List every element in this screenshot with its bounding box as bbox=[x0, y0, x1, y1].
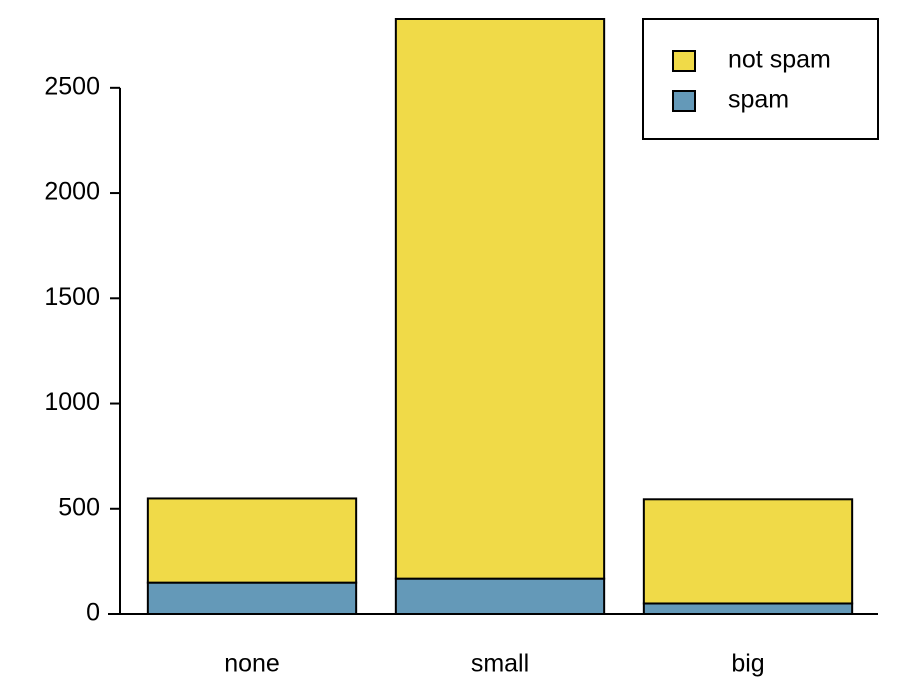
legend-swatch bbox=[672, 50, 696, 72]
x-tick-label: big bbox=[731, 650, 764, 678]
bar-segment bbox=[146, 581, 358, 615]
y-tick-label: 500 bbox=[58, 493, 100, 521]
x-tick-label: small bbox=[471, 650, 529, 678]
legend-box bbox=[642, 18, 879, 140]
bar-segment bbox=[146, 497, 358, 584]
bar-segment bbox=[642, 602, 854, 616]
y-tick-label: 0 bbox=[86, 599, 100, 627]
y-tick-label: 2500 bbox=[44, 72, 100, 100]
legend-swatch bbox=[672, 90, 696, 112]
y-tick-label: 1000 bbox=[44, 388, 100, 416]
legend-label: not spam bbox=[728, 46, 831, 74]
bar-segment bbox=[642, 498, 854, 605]
y-tick-label: 1500 bbox=[44, 283, 100, 311]
x-tick-label: none bbox=[224, 650, 280, 678]
y-tick-label: 2000 bbox=[44, 178, 100, 206]
bar-segment bbox=[394, 18, 606, 580]
legend-label: spam bbox=[728, 86, 789, 114]
bar-segment bbox=[394, 577, 606, 616]
